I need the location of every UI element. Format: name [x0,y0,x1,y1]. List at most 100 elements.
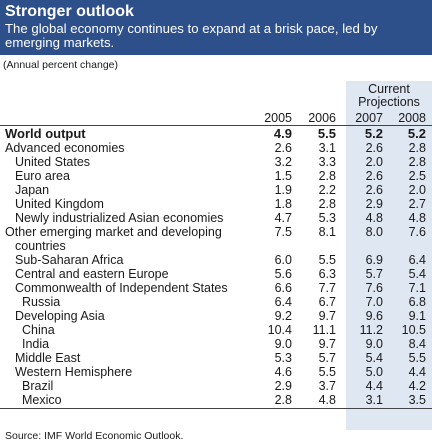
row-value: 7.6 [408,225,426,239]
row-label: Commonwealth of Independent States [15,281,228,295]
row-value: 8.1 [318,225,336,239]
row-value: 5.5 [317,126,336,141]
row-value: 9.0 [365,337,383,351]
header-banner: Stronger outlook The global economy cont… [0,0,432,55]
table-row: China 10.4 11.1 11.2 10.5 [0,323,432,337]
table-row: Newly industrialized Asian economies 4.7 5… [0,211,432,225]
row-value: 3.1 [365,393,383,407]
row-value: 1.9 [274,183,292,197]
row-value: 11.1 [312,323,336,337]
row-value: 6.3 [318,267,336,281]
row-label: Brazil [22,379,54,393]
row-value: 8.4 [408,337,426,351]
table-row: Commonwealth of Independent States 6.6 7.7… [0,281,432,295]
row-value: 4.4 [365,379,383,393]
source-note: Source: IMF World Economic Outlook. [5,430,184,442]
row-label: United States [15,155,91,169]
table-title: Stronger outlook [5,3,134,20]
table-row: Euro area 1.5 2.8 2.6 2.5 [0,169,432,183]
row-value: 3.7 [318,379,336,393]
row-value: 2.9 [274,379,292,393]
projections-label-current: Current [368,82,410,96]
table-row: Middle East 5.3 5.7 5.4 5.5 [0,351,432,365]
row-value: 6.6 [274,281,292,295]
table-row: Developing Asia 9.2 9.7 9.6 9.1 [0,309,432,323]
row-label: Central and eastern Europe [15,267,169,281]
year-header: 2005 [264,111,292,125]
row-value: 9.7 [318,309,336,323]
row-value: 9.1 [408,309,426,323]
row-value: 3.2 [274,155,292,169]
units-note: (Annual percent change) [3,59,118,71]
year-header: 2007 [355,111,383,125]
year-header: 2006 [308,111,336,125]
row-value: 11.2 [359,323,383,337]
row-value: 6.9 [365,253,383,267]
row-value: 3.3 [318,155,336,169]
table-row: Advanced economies 2.6 3.1 2.6 2.8 [0,141,432,155]
row-value: 2.6 [274,141,292,155]
row-value: 5.4 [365,351,383,365]
row-value: 2.7 [408,197,426,211]
row-value: 5.6 [274,267,292,281]
row-value: 5.4 [408,267,426,281]
row-value: 9.6 [365,309,383,323]
row-value: 2.8 [274,393,292,407]
row-value: 6.0 [274,253,292,267]
row-value: 2.8 [408,141,426,155]
projections-band [346,81,432,430]
header-rule [0,125,432,126]
bottom-rule [0,408,432,409]
projections-label-projections: Projections [358,95,420,109]
row-value: 3.1 [318,141,336,155]
row-value: 4.8 [408,211,426,225]
row-value: 5.2 [407,126,426,141]
year-header-row: 2005 2006 2007 2008 [0,111,432,125]
row-value: 2.5 [408,169,426,183]
row-value: 5.7 [318,351,336,365]
row-value: 10.4 [267,323,292,337]
row-value: 2.8 [408,155,426,169]
row-value: 2.8 [318,169,336,183]
row-label: Sub-Saharan Africa [15,253,124,267]
row-value: 5.5 [318,253,336,267]
row-value: 2.0 [408,183,426,197]
row-label: Developing Asia [15,309,105,323]
table-row-continuation: countries [0,239,432,253]
row-value: 2.6 [365,141,383,155]
row-value: 5.7 [365,267,383,281]
row-value: 6.7 [318,295,336,309]
row-value: 9.7 [318,337,336,351]
row-value: 8.0 [365,225,383,239]
row-value: 3.5 [408,393,426,407]
row-value: 4.8 [365,211,383,225]
row-label: Japan [15,183,50,197]
table-row: Brazil 2.9 3.7 4.4 4.2 [0,379,432,393]
row-value: 4.2 [408,379,426,393]
row-label: Newly industrialized Asian economies [15,211,224,225]
row-label: Western Hemisphere [15,365,133,379]
table-row: Sub-Saharan Africa 6.0 5.5 6.9 6.4 [0,253,432,267]
table-row: Japan 1.9 2.2 2.6 2.0 [0,183,432,197]
row-value: 5.5 [318,365,336,379]
row-value: 4.7 [274,211,292,225]
row-value: 2.0 [365,155,383,169]
row-value: 5.3 [274,351,292,365]
row-value: 5.5 [408,351,426,365]
row-value: 7.7 [318,281,336,295]
row-value: 2.8 [318,197,336,211]
row-value: 10.5 [401,323,426,337]
row-value: 5.3 [318,211,336,225]
table-row: Other emerging market and developing 7.5 8… [0,225,432,239]
row-label: China [22,323,55,337]
row-value: 6.4 [274,295,292,309]
row-label: World output [5,126,86,141]
table-subtitle: The global economy continues to expand a… [5,21,378,50]
row-value: 6.8 [408,295,426,309]
row-value: 9.2 [274,309,292,323]
row-value: 2.6 [365,169,383,183]
row-label: Euro area [15,169,70,183]
row-value: 5.0 [365,365,383,379]
row-label: Mexico [22,393,62,407]
row-label: India [22,337,50,351]
